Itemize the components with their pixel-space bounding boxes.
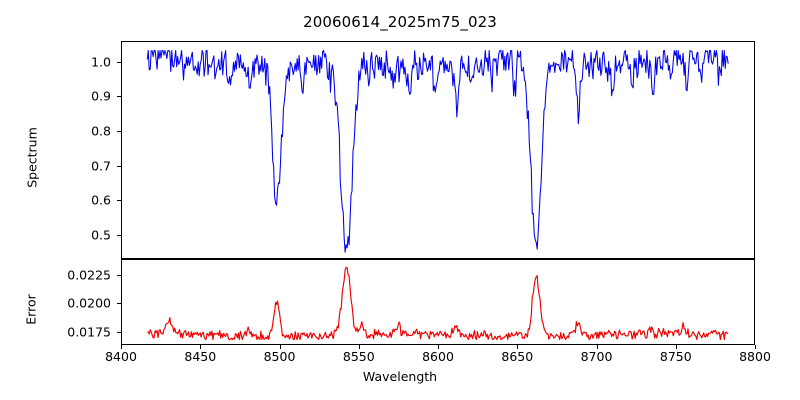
x-tick-label: 8700 <box>580 349 613 364</box>
spectrum-ytick-label: 0.9 <box>91 88 111 104</box>
spectrum-ytick <box>117 165 121 167</box>
x-tick <box>596 345 598 349</box>
error-axis-label: Error <box>23 294 39 325</box>
x-tick <box>279 345 281 349</box>
x-tick-label: 8800 <box>739 349 771 364</box>
x-tick <box>517 345 519 349</box>
x-tick-label: 8500 <box>263 349 296 364</box>
spectrum-ytick <box>117 131 121 133</box>
error-ytick <box>117 331 121 333</box>
spectrum-line <box>147 51 728 253</box>
spectrum-ytick <box>117 61 121 63</box>
x-tick <box>755 345 757 349</box>
x-tick-label: 8600 <box>422 349 454 364</box>
error-ytick-label: 0.0200 <box>67 295 111 311</box>
x-tick <box>438 345 440 349</box>
x-tick-label: 8400 <box>105 349 137 364</box>
error-plot-area <box>122 260 754 344</box>
x-tick-label: 8550 <box>342 349 375 364</box>
spectrum-ytick-label: 0.5 <box>91 227 111 243</box>
x-tick-label: 8750 <box>659 349 692 364</box>
error-line <box>147 267 728 339</box>
spectrum-ytick-label: 0.8 <box>91 123 111 139</box>
error-ytick-label: 0.0225 <box>67 267 111 282</box>
error-ytick <box>117 274 121 276</box>
spectrum-ytick <box>117 200 121 202</box>
spectrum-ytick <box>117 96 121 98</box>
x-tick <box>675 345 677 349</box>
x-tick <box>358 345 360 349</box>
spectrum-plot-area <box>122 42 754 258</box>
spectrum-ytick-label: 0.6 <box>91 192 111 208</box>
spectrum-axis-label: Spectrum <box>24 127 40 188</box>
x-axis-label: Wavelength <box>362 369 438 384</box>
x-tick-label: 8450 <box>184 349 217 364</box>
error-panel <box>121 259 755 345</box>
spectrum-ytick-label: 1.0 <box>91 54 111 70</box>
error-ytick <box>117 303 121 305</box>
spectrum-ytick <box>117 234 121 236</box>
x-tick <box>200 345 202 349</box>
error-ytick-label: 0.0175 <box>67 324 111 340</box>
figure-title: 20060614_2025m75_023 <box>303 13 497 31</box>
x-tick-label: 8650 <box>501 349 534 364</box>
spectrum-panel <box>121 41 755 259</box>
x-tick <box>121 345 123 349</box>
spectrum-ytick-label: 0.7 <box>91 158 111 174</box>
